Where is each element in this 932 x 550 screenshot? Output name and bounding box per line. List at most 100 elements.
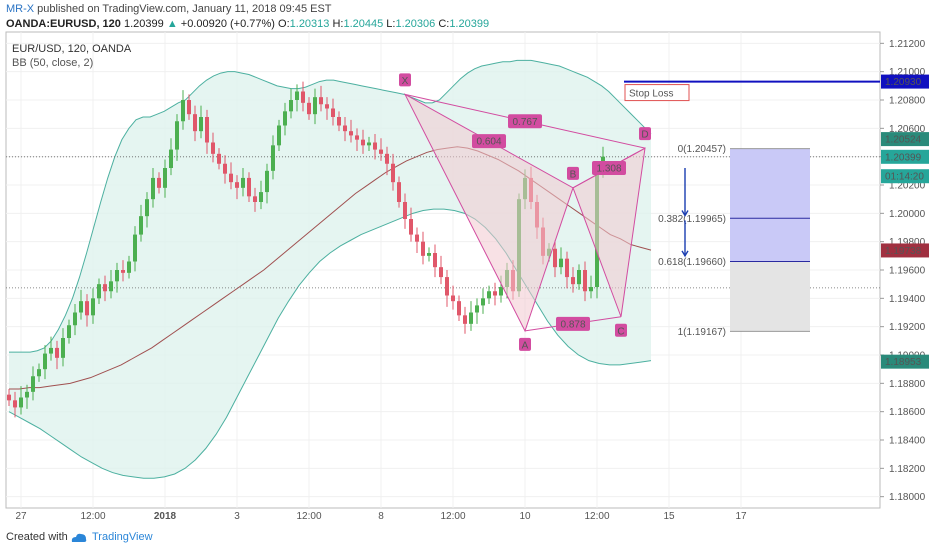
candle-body — [73, 312, 77, 326]
candle-body — [133, 234, 137, 262]
low-label: L: — [386, 18, 396, 30]
candle-body — [85, 301, 89, 316]
candle-body — [349, 131, 353, 136]
risk-zone — [730, 261, 810, 332]
y-tick-label: 1.20200 — [889, 181, 926, 192]
y-tick-label: 1.18800 — [889, 379, 926, 390]
x-tick-label: 2018 — [154, 511, 177, 522]
candle-body — [271, 145, 275, 171]
candle-body — [493, 291, 497, 296]
x-tick-label: 8 — [378, 511, 384, 522]
y-tick-label: 1.18200 — [889, 464, 926, 475]
candle-body — [553, 248, 557, 268]
indicator-label[interactable]: BB (50, close, 2) — [12, 57, 94, 69]
candle-body — [565, 258, 569, 278]
open-label: O: — [278, 18, 290, 30]
candle-body — [151, 177, 155, 200]
candle-body — [103, 284, 107, 292]
low-value: 1.20306 — [395, 18, 436, 30]
candle-body — [331, 108, 335, 117]
candle-body — [559, 258, 563, 268]
x-tick-label: 27 — [15, 511, 27, 522]
target-zone — [730, 148, 810, 262]
arrow-head-2 — [681, 250, 689, 258]
author-name[interactable]: MR-X — [6, 3, 35, 15]
candle-body — [253, 196, 257, 202]
ratio-label: 1.308 — [596, 164, 621, 175]
candle-body — [55, 347, 59, 358]
candle-body — [325, 104, 329, 109]
candle-body — [343, 125, 347, 132]
candle-body — [97, 284, 101, 299]
publish-line: MR-X published on TradingView.com, Janua… — [6, 3, 332, 15]
candle-body — [43, 353, 47, 370]
y-tick-label: 1.19800 — [889, 237, 926, 248]
x-tick-label: 12:00 — [440, 511, 465, 522]
candle-body — [199, 117, 203, 132]
candle-body — [355, 135, 359, 140]
x-tick-label: 3 — [234, 511, 240, 522]
price-chart[interactable]: 1.212001.210001.208001.206001.204001.202… — [0, 0, 932, 526]
candle-body — [7, 394, 11, 401]
axis-price-label: 01:14:20 — [885, 172, 924, 183]
candle-body — [157, 177, 161, 188]
ratio-label: 0.767 — [512, 117, 537, 128]
y-tick-label: 1.18000 — [889, 492, 926, 503]
x-tick-label: 12:00 — [80, 511, 105, 522]
pattern-point-badge — [519, 337, 531, 351]
candle-body — [193, 114, 197, 132]
candle-body — [259, 192, 263, 202]
stop-loss-box — [624, 84, 690, 102]
candle-body — [109, 281, 113, 292]
candle-body — [223, 163, 227, 174]
candle-body — [295, 91, 299, 100]
candle-body — [169, 149, 173, 168]
tradingview-brand[interactable]: TradingView — [92, 531, 153, 543]
fib-level-label: 1(1.19167) — [678, 327, 726, 338]
candle-body — [247, 177, 251, 197]
candle-body — [283, 111, 287, 126]
open-value: 1.20313 — [289, 18, 330, 30]
y-tick-label: 1.19200 — [889, 322, 926, 333]
fib-level-label: 0.618(1.19660) — [658, 257, 726, 268]
y-tick-label: 1.20600 — [889, 124, 926, 135]
pattern-point-label: B — [570, 169, 577, 180]
candle-body — [367, 142, 371, 146]
axis-price-badge — [881, 169, 929, 184]
candle-body — [277, 125, 281, 146]
candle-body — [469, 312, 473, 324]
axis-price-badge — [881, 354, 929, 369]
candle-body — [415, 234, 419, 242]
y-tick-label: 1.19400 — [889, 294, 926, 305]
pattern-point-label: X — [402, 76, 409, 87]
candle-body — [475, 305, 479, 313]
candle-body — [445, 277, 449, 296]
candle-body — [427, 253, 431, 256]
x-tick-label: 15 — [663, 511, 675, 522]
candle-body — [91, 298, 95, 316]
candle-body — [361, 139, 365, 146]
symbol-line: OANDA:EURUSD, 120 1.20399 ▲ +0.00920 (+0… — [6, 18, 489, 30]
candle-body — [49, 347, 53, 354]
candle-body — [187, 100, 191, 115]
pane-title: EUR/USD, 120, OANDA — [12, 43, 132, 55]
candle-body — [265, 170, 269, 193]
change-arrow-icon: ▲ — [166, 18, 178, 30]
candle-body — [217, 153, 221, 164]
candle-body — [79, 301, 83, 313]
candle-body — [583, 270, 587, 292]
candle-body — [175, 121, 179, 150]
pattern-point-badge — [399, 73, 411, 87]
candle-body — [337, 117, 341, 126]
candle-body — [481, 298, 485, 306]
candle-body — [319, 97, 323, 105]
ratio-label: 0.878 — [560, 319, 585, 330]
ratio-badge — [472, 134, 506, 149]
bb-lower-line — [8, 208, 652, 479]
pattern-point-label: C — [617, 326, 624, 337]
candle-body — [451, 295, 455, 302]
axis-price-badge — [881, 74, 929, 89]
candle-body — [439, 267, 443, 278]
candle-body — [391, 163, 395, 183]
candle-body — [433, 253, 437, 268]
